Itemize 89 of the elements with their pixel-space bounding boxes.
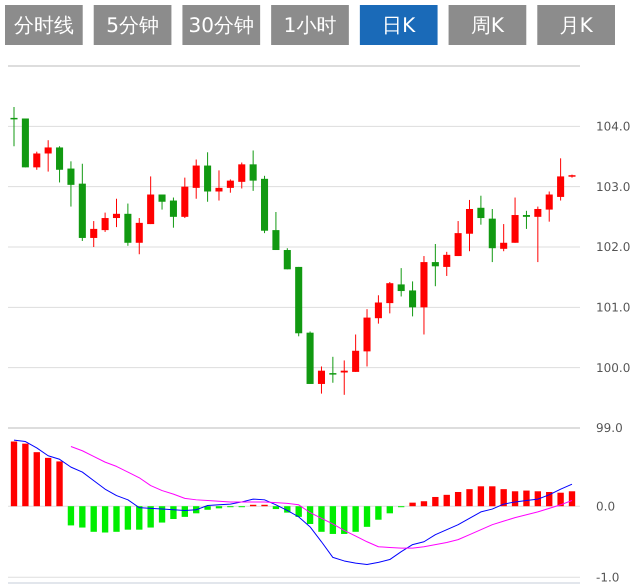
bar <box>56 461 63 506</box>
bar <box>10 442 18 506</box>
bar <box>147 506 154 528</box>
candlestick <box>340 360 348 396</box>
bar <box>306 506 314 524</box>
y-tick-label: 99.0 <box>596 421 623 436</box>
bar <box>534 491 542 506</box>
candlestick <box>112 198 120 228</box>
candlestick <box>67 160 74 208</box>
bar <box>546 492 552 506</box>
bar <box>409 502 416 506</box>
bar <box>318 506 325 532</box>
candlestick <box>192 159 200 200</box>
bar <box>432 496 439 506</box>
bar <box>296 506 302 517</box>
bar <box>478 486 484 506</box>
candlestick <box>352 334 360 372</box>
candlestick <box>318 366 325 394</box>
category-label: 30分钟 <box>188 13 254 37</box>
candlestick <box>329 356 336 384</box>
bar <box>420 501 428 506</box>
bar <box>136 506 142 530</box>
bar <box>113 506 120 532</box>
candlestick <box>409 280 416 317</box>
candlestick <box>136 218 143 255</box>
bar <box>272 506 280 510</box>
bar <box>386 506 393 514</box>
candlestick <box>238 162 246 189</box>
bar <box>182 506 188 517</box>
candlestick <box>284 248 291 270</box>
candlestick <box>90 220 98 248</box>
y-tick-label: 0.0 <box>596 499 616 514</box>
bar <box>557 492 564 506</box>
bar <box>375 506 382 520</box>
candlestick <box>398 268 405 297</box>
candlestick <box>226 178 234 194</box>
y-tick-label: 102.0 <box>596 240 630 254</box>
bar <box>44 458 52 506</box>
y-tick-label: 104.0 <box>596 120 630 134</box>
bar <box>341 506 348 534</box>
candlestick <box>158 194 166 210</box>
category-label: 日K <box>382 13 416 37</box>
bar <box>454 492 462 506</box>
y-tick-label: 103.0 <box>596 180 630 194</box>
bar <box>79 506 86 528</box>
bar <box>34 452 40 506</box>
candlestick <box>44 140 52 172</box>
bar <box>102 506 108 533</box>
candlestick <box>386 281 394 314</box>
candlestick <box>33 151 40 170</box>
candlestick <box>443 251 450 276</box>
candlestick <box>56 146 64 183</box>
bar <box>124 506 132 530</box>
candlestick <box>546 190 553 222</box>
category-label: 月K <box>560 13 594 37</box>
candlestick <box>454 220 462 257</box>
bar <box>204 506 211 510</box>
candlestick <box>170 197 177 228</box>
category-label: 分时线 <box>14 13 74 37</box>
line-series <box>70 446 572 549</box>
bar <box>489 486 496 506</box>
candlestick <box>477 195 484 226</box>
candlestick <box>102 212 109 232</box>
candlestick <box>10 106 18 147</box>
bar <box>22 444 29 506</box>
candlestick <box>534 206 542 263</box>
candlestick <box>557 158 564 202</box>
y-tick-label: 100.0 <box>596 360 630 375</box>
candlestick <box>432 243 439 287</box>
candlestick <box>522 210 530 230</box>
bar <box>500 489 507 506</box>
candlestick <box>250 150 257 192</box>
y-tick-label: 101.0 <box>596 300 630 315</box>
bar <box>330 506 336 534</box>
candlestick <box>215 170 223 202</box>
bar <box>90 506 97 532</box>
bar <box>68 506 74 526</box>
bar <box>364 506 370 527</box>
bar <box>444 494 450 506</box>
y-tick-label: -1.0 <box>596 570 620 585</box>
category-label: 5分钟 <box>106 13 159 37</box>
bar <box>466 489 473 506</box>
category-label: 1小时 <box>284 13 336 37</box>
bar <box>352 506 359 532</box>
category-label: 周K <box>470 13 505 37</box>
candlestick <box>500 224 508 252</box>
candlestick <box>374 294 382 324</box>
candlestick <box>272 212 280 251</box>
line-series <box>14 440 572 566</box>
